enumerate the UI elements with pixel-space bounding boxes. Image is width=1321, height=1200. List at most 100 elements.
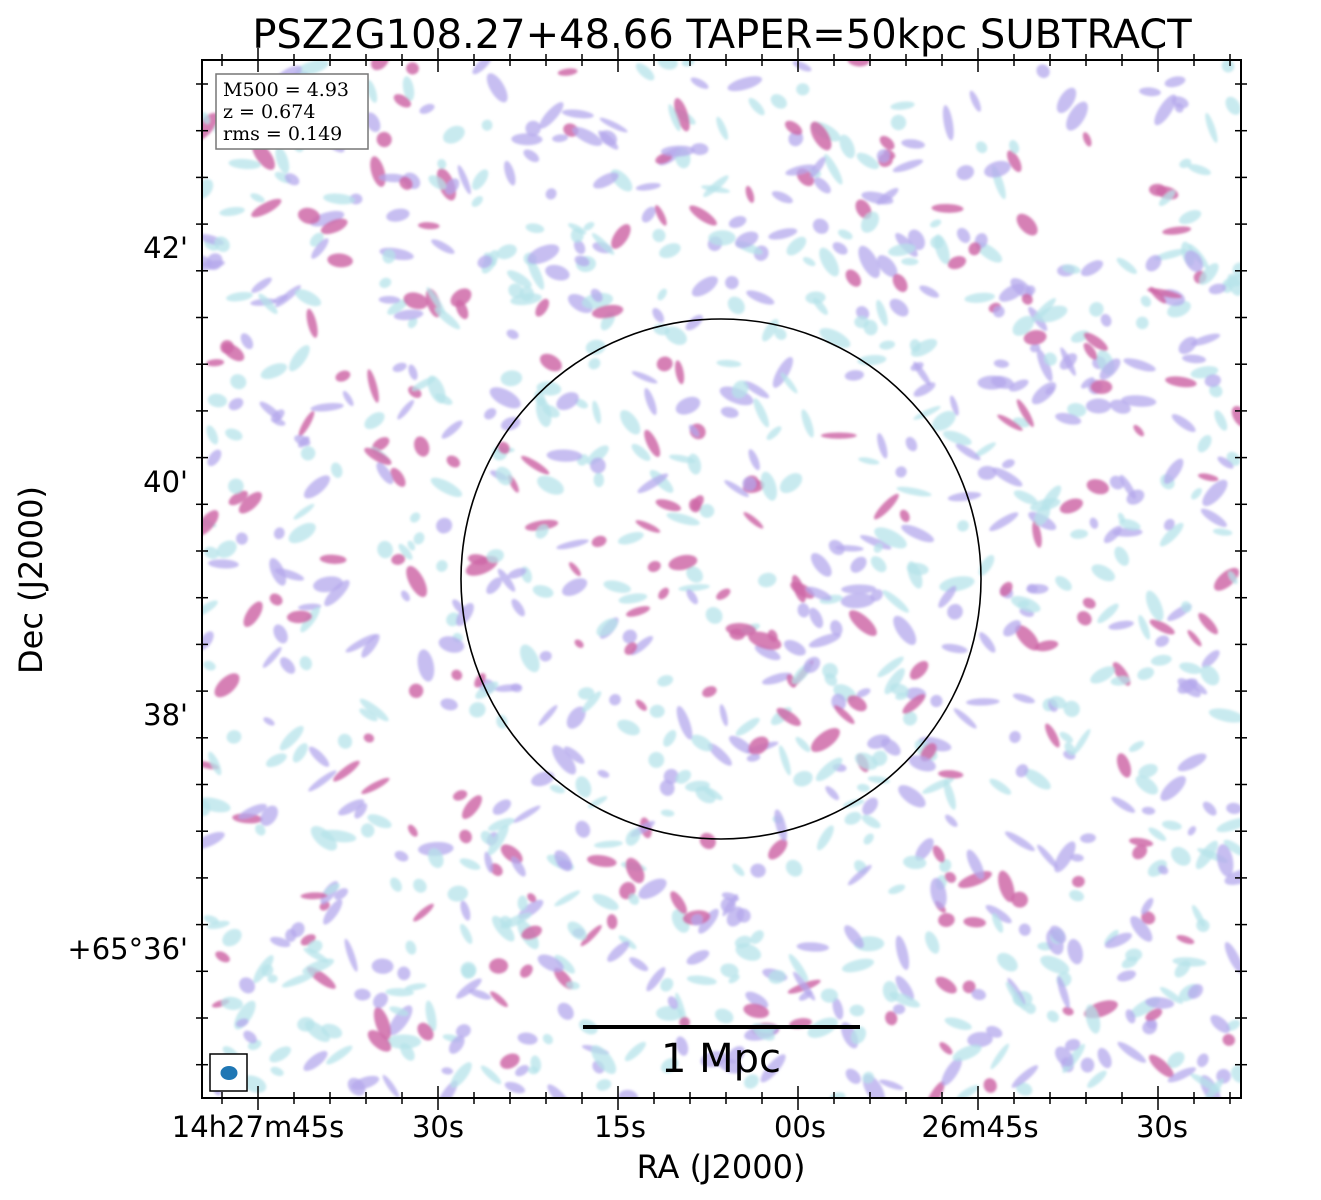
emission-blob [261, 964, 274, 977]
emission-blob [622, 629, 637, 644]
emission-blob [830, 620, 843, 637]
emission-blob [724, 480, 749, 497]
emission-blob [841, 958, 875, 973]
emission-blob [450, 288, 472, 307]
emission-blob [376, 131, 392, 148]
emission-blob [813, 177, 831, 194]
emission-blob [876, 299, 888, 326]
emission-blob [566, 706, 586, 729]
emission-blob [997, 952, 1018, 972]
emission-blob [934, 234, 950, 265]
emission-blob [597, 770, 610, 778]
emission-blob [1228, 571, 1238, 585]
emission-blob [603, 580, 631, 593]
emission-blob [507, 270, 532, 288]
emission-blob [810, 552, 832, 577]
emission-blob [778, 745, 791, 776]
emission-blob [430, 477, 463, 497]
emission-blob [203, 660, 216, 671]
emission-blob [1036, 348, 1053, 382]
emission-blob [260, 805, 278, 826]
emission-blob [557, 68, 578, 76]
emission-blob [618, 593, 648, 604]
emission-blob [967, 1031, 993, 1048]
emission-blob [644, 388, 657, 416]
emission-blob [1167, 1067, 1196, 1083]
emission-blob [1225, 96, 1241, 115]
emission-blob [345, 633, 377, 653]
emission-blob [1062, 1006, 1074, 1016]
emission-blob [469, 702, 486, 718]
emission-blob [203, 915, 219, 925]
emission-blob [1202, 801, 1217, 816]
emission-blob [657, 288, 667, 301]
emission-blob [979, 632, 996, 653]
emission-blob [1011, 1065, 1039, 1088]
emission-blob [517, 895, 528, 911]
y-tick-label: +65°36' [67, 932, 188, 966]
emission-blob [698, 908, 719, 934]
emission-blob [861, 191, 894, 205]
emission-blob [1059, 498, 1083, 514]
emission-blob [367, 1030, 392, 1052]
emission-blob [269, 593, 283, 606]
emission-blob [635, 63, 655, 81]
emission-blob [815, 757, 843, 782]
emission-blob [617, 531, 644, 545]
emission-blob [966, 849, 985, 880]
emission-blob [373, 1006, 391, 1040]
emission-blob [750, 930, 764, 944]
emission-blob [1066, 101, 1088, 131]
emission-blob [448, 1035, 465, 1054]
emission-blob [745, 991, 769, 1009]
emission-blob [895, 975, 915, 1001]
emission-blob [459, 858, 481, 870]
emission-blob [344, 938, 358, 972]
emission-blob [587, 854, 617, 868]
emission-blob [728, 216, 747, 228]
emission-blob [884, 668, 905, 695]
emission-blob [652, 307, 665, 323]
emission-blob [1004, 831, 1035, 852]
emission-blob [877, 433, 888, 459]
emission-blob [226, 730, 242, 744]
emission-blob [820, 988, 838, 1003]
emission-blob [624, 1041, 646, 1062]
emission-blobs [202, 60, 1241, 1098]
emission-blob [361, 777, 390, 794]
emission-blob [620, 410, 641, 435]
emission-blob [359, 698, 389, 722]
emission-blob [443, 125, 465, 144]
emission-blob [691, 914, 703, 926]
emission-blob [1125, 948, 1143, 962]
emission-blob [637, 473, 669, 494]
emission-blob [1179, 158, 1192, 169]
emission-blob [295, 60, 329, 76]
emission-blob [964, 292, 995, 303]
emission-blob [1012, 693, 1035, 704]
emission-blob [656, 1005, 683, 1021]
emission-blob [786, 236, 807, 256]
emission-blob [387, 299, 409, 315]
emission-blob [656, 356, 673, 372]
emission-blob [809, 607, 824, 629]
emission-blob [364, 412, 385, 430]
emission-blob [1077, 611, 1092, 626]
emission-blob [393, 309, 424, 321]
emission-blob [319, 554, 347, 564]
emission-blob [1032, 521, 1042, 548]
emission-blob [966, 698, 1000, 706]
emission-blob [727, 296, 745, 315]
emission-blob [324, 883, 340, 895]
emission-blob [840, 593, 875, 609]
emission-blob [1117, 1041, 1147, 1063]
emission-blob [943, 779, 956, 810]
emission-blob [330, 462, 343, 478]
emission-blob [1055, 412, 1082, 425]
emission-blob [285, 928, 297, 942]
emission-blob [436, 517, 453, 534]
emission-blob [1141, 806, 1156, 815]
emission-blob [1040, 955, 1070, 974]
emission-blob [882, 590, 909, 613]
emission-blob [956, 227, 971, 243]
